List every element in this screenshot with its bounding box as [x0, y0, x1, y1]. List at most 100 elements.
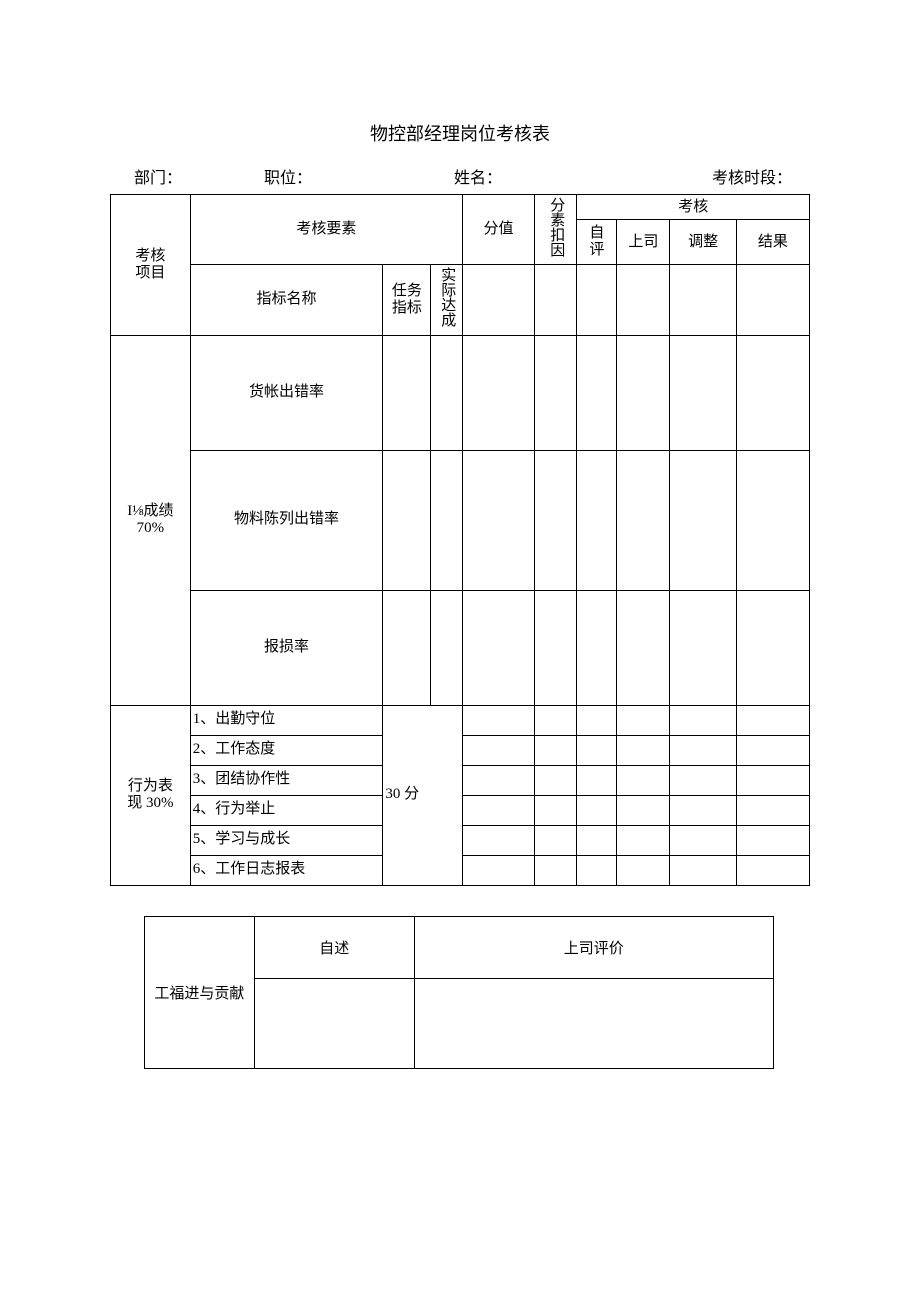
cell [463, 795, 535, 825]
cell [534, 265, 577, 335]
cell [617, 450, 670, 590]
perf-indicator: 货帐出错率 [190, 335, 383, 450]
contrib-boss-cell [414, 978, 773, 1068]
behav-item: 4、行为举止 [190, 795, 383, 825]
col-deduct-header: 分素扣因 [534, 195, 577, 265]
cell [534, 705, 577, 735]
cell [463, 265, 535, 335]
behav-item: 5、学习与成长 [190, 825, 383, 855]
behav-item: 6、工作日志报表 [190, 855, 383, 885]
cell [670, 765, 736, 795]
cell [577, 265, 617, 335]
cell [736, 265, 809, 335]
cell [670, 855, 736, 885]
cell [463, 450, 535, 590]
col-eval-header: 考核 [577, 195, 810, 220]
cell [431, 450, 463, 590]
cell [736, 795, 809, 825]
cell [736, 705, 809, 735]
cell [617, 590, 670, 705]
cell [617, 795, 670, 825]
cell [383, 450, 431, 590]
cell [577, 795, 617, 825]
col-indname-header: 指标名称 [190, 265, 383, 335]
cell [736, 450, 809, 590]
cell [534, 765, 577, 795]
cell [617, 855, 670, 885]
cell [617, 825, 670, 855]
dept-label: 部门： [134, 164, 264, 188]
cell [577, 335, 617, 450]
contrib-self-header: 自述 [254, 916, 414, 978]
cell [463, 335, 535, 450]
form-header: 部门： 职位： 姓名： 考核时段： [110, 164, 810, 194]
contrib-boss-header: 上司评价 [414, 916, 773, 978]
cell [463, 705, 535, 735]
cell [577, 855, 617, 885]
cell [577, 735, 617, 765]
cell [670, 450, 736, 590]
cell [577, 705, 617, 735]
cell [736, 765, 809, 795]
cell [383, 335, 431, 450]
behav-item: 2、工作态度 [190, 735, 383, 765]
cell [463, 590, 535, 705]
cell [617, 335, 670, 450]
cell [534, 855, 577, 885]
period-label: 考核时段： [654, 164, 810, 188]
cell [617, 735, 670, 765]
position-label: 职位： [264, 164, 454, 188]
cell [670, 825, 736, 855]
group-behavior: 行为表 现 30% [111, 705, 191, 885]
cell [577, 765, 617, 795]
cell [617, 765, 670, 795]
cell [670, 335, 736, 450]
col-score-header: 分值 [463, 195, 535, 265]
col-boss-header: 上司 [617, 220, 670, 265]
cell [670, 265, 736, 335]
cell [463, 735, 535, 765]
cell [736, 855, 809, 885]
group-performance: I⅛成绩 70% [111, 335, 191, 705]
behav-item: 3、团结协作性 [190, 765, 383, 795]
behav-score: 30 分 [383, 705, 463, 885]
cell [534, 590, 577, 705]
cell [736, 590, 809, 705]
cell [736, 335, 809, 450]
cell [617, 265, 670, 335]
cell [534, 450, 577, 590]
cell [463, 855, 535, 885]
cell [670, 705, 736, 735]
cell [617, 705, 670, 735]
col-adjust-header: 调整 [670, 220, 736, 265]
cell [463, 825, 535, 855]
cell [431, 335, 463, 450]
contribution-table: 工福进与贡献 自述 上司评价 [144, 916, 774, 1069]
col-item-header: 考核 项目 [111, 195, 191, 336]
cell [736, 735, 809, 765]
cell [736, 825, 809, 855]
col-self-header: 自评 [577, 220, 617, 265]
col-task-header: 任务 指标 [383, 265, 431, 335]
col-factor-header: 考核要素 [190, 195, 462, 265]
page-title: 物控部经理岗位考核表 [110, 120, 810, 146]
perf-indicator: 物料陈列出错率 [190, 450, 383, 590]
cell [534, 735, 577, 765]
cell [534, 825, 577, 855]
cell [383, 590, 431, 705]
col-result-header: 结果 [736, 220, 809, 265]
perf-indicator: 报损率 [190, 590, 383, 705]
col-actual-header: 实际达成 [431, 265, 463, 335]
cell [670, 590, 736, 705]
behav-item: 1、出勤守位 [190, 705, 383, 735]
cell [577, 590, 617, 705]
cell [534, 795, 577, 825]
cell [463, 765, 535, 795]
cell [577, 450, 617, 590]
cell [670, 795, 736, 825]
cell [534, 335, 577, 450]
contrib-self-cell [254, 978, 414, 1068]
contrib-label: 工福进与贡献 [145, 916, 255, 1068]
cell [670, 735, 736, 765]
assessment-table: 考核 项目 考核要素 分值 分素扣因 考核 自评 上司 调整 结果 指标名称 任… [110, 194, 810, 886]
